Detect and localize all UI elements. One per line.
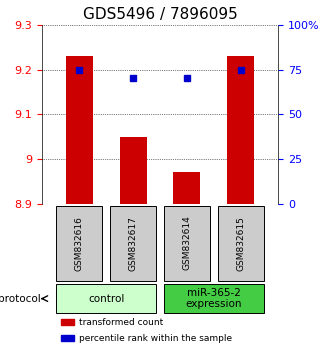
FancyBboxPatch shape [218, 206, 264, 281]
FancyBboxPatch shape [56, 206, 102, 281]
Text: protocol: protocol [0, 293, 41, 304]
Text: GSM832614: GSM832614 [182, 216, 191, 270]
Title: GDS5496 / 7896095: GDS5496 / 7896095 [83, 7, 237, 22]
Text: GSM832616: GSM832616 [75, 216, 84, 270]
Text: percentile rank within the sample: percentile rank within the sample [79, 334, 233, 343]
Bar [173, 172, 200, 204]
FancyBboxPatch shape [110, 206, 156, 281]
Text: GSM832617: GSM832617 [129, 216, 138, 270]
Text: control: control [88, 293, 124, 304]
Text: miR-365-2
expression: miR-365-2 expression [186, 288, 242, 309]
Text: transformed count: transformed count [79, 318, 164, 327]
Bar [60, 335, 74, 342]
Bar [227, 56, 254, 204]
FancyBboxPatch shape [164, 206, 210, 281]
Text: GSM832615: GSM832615 [236, 216, 245, 270]
Bar [60, 319, 74, 325]
FancyBboxPatch shape [56, 284, 156, 313]
Bar [120, 137, 147, 204]
FancyBboxPatch shape [164, 284, 264, 313]
Bar [66, 56, 93, 204]
